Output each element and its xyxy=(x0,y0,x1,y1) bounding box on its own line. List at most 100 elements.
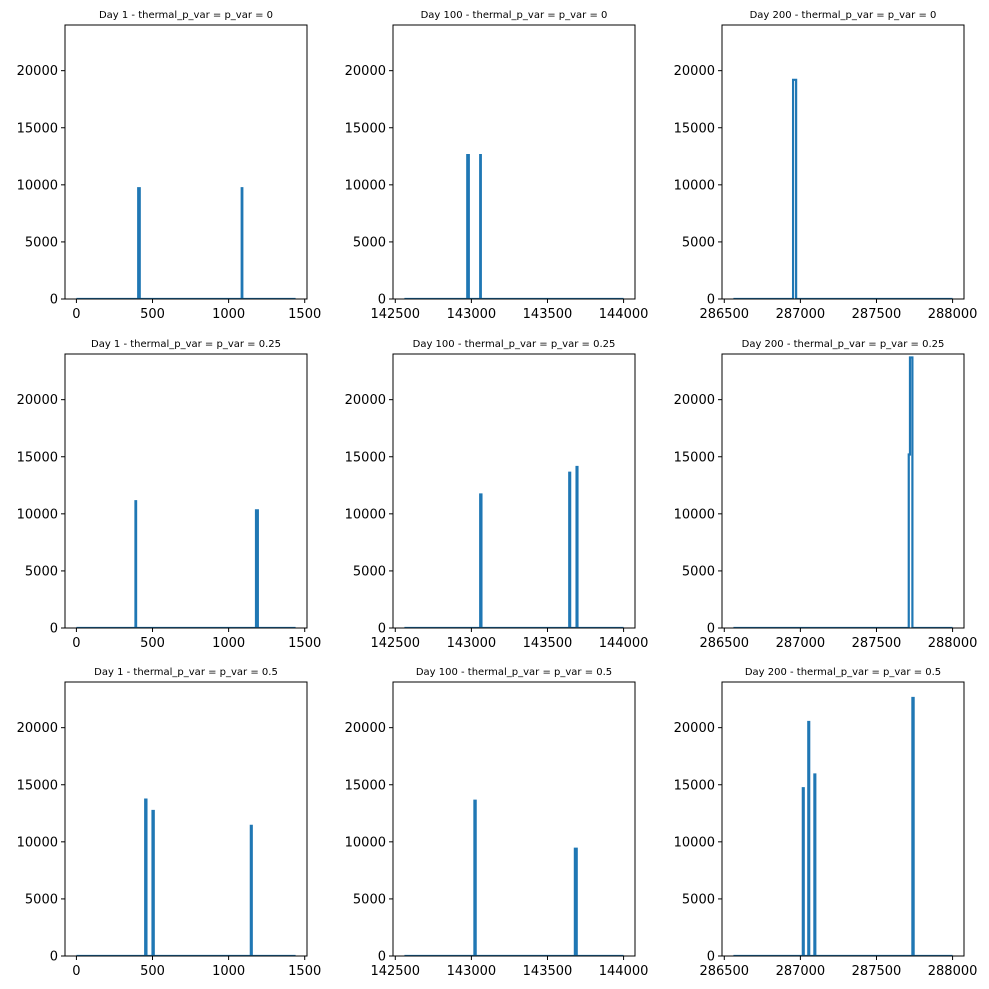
axes-frame xyxy=(392,353,636,629)
x-tick-label: 143000 xyxy=(447,964,497,979)
y-tick-label: 15000 xyxy=(674,121,715,136)
x-tick-label: 288000 xyxy=(928,964,978,979)
panel-title: Day 100 - thermal_p_var = p_var = 0 xyxy=(421,10,608,21)
y-tick-label: 20000 xyxy=(674,64,715,79)
subplot-3-2: Day 100 - thermal_p_var = p_var = 0.5 142… xyxy=(345,667,649,979)
y-tick-label: 20000 xyxy=(17,393,58,408)
y-tick-label: 15000 xyxy=(345,450,386,465)
panel-title: Day 100 - thermal_p_var = p_var = 0.25 xyxy=(413,339,616,350)
y-tick-label: 10000 xyxy=(674,178,715,193)
x-tick-label: 1000 xyxy=(212,636,245,651)
axes-frame xyxy=(721,24,965,300)
x-tick-label: 143500 xyxy=(523,307,573,322)
y-tick-label: 0 xyxy=(707,293,715,308)
y-tick-label: 15000 xyxy=(674,778,715,793)
x-tick-label: 286500 xyxy=(699,307,749,322)
x-tick-label: 286500 xyxy=(699,964,749,979)
x-tick-label: 287500 xyxy=(852,307,902,322)
y-tick-label: 20000 xyxy=(17,64,58,79)
y-tick-label: 5000 xyxy=(25,235,58,250)
x-tick-label: 1500 xyxy=(288,307,321,322)
y-tick-label: 0 xyxy=(50,622,58,637)
panel-title: Day 1 - thermal_p_var = p_var = 0.5 xyxy=(94,667,278,678)
subplot-1-3: Day 200 - thermal_p_var = p_var = 0 28650… xyxy=(674,10,978,322)
y-tick-label: 20000 xyxy=(674,721,715,736)
x-tick-label: 144000 xyxy=(599,964,649,979)
panel-title: Day 1 - thermal_p_var = p_var = 0 xyxy=(99,10,273,21)
panel-title: Day 1 - thermal_p_var = p_var = 0.25 xyxy=(91,339,281,350)
x-tick-label: 143000 xyxy=(447,636,497,651)
y-tick-label: 20000 xyxy=(345,721,386,736)
x-tick-label: 287000 xyxy=(776,636,826,651)
y-tick-label: 15000 xyxy=(345,778,386,793)
x-tick-label: 0 xyxy=(72,636,80,651)
y-tick-label: 0 xyxy=(378,950,386,965)
subplot-2-1: Day 1 - thermal_p_var = p_var = 0.25 0 500… xyxy=(17,339,322,651)
y-tick-label: 15000 xyxy=(17,121,58,136)
x-tick-label: 288000 xyxy=(928,636,978,651)
y-tick-label: 10000 xyxy=(345,507,386,522)
y-tick-label: 10000 xyxy=(345,835,386,850)
x-tick-label: 142500 xyxy=(370,964,420,979)
y-tick-label: 0 xyxy=(707,950,715,965)
subplot-1-2: Day 100 - thermal_p_var = p_var = 0 14250… xyxy=(345,10,649,322)
y-tick-label: 5000 xyxy=(682,235,715,250)
series-line xyxy=(76,187,296,299)
y-tick-label: 15000 xyxy=(17,778,58,793)
y-tick-label: 20000 xyxy=(674,393,715,408)
panel-title: Day 200 - thermal_p_var = p_var = 0.25 xyxy=(742,339,945,350)
series-line xyxy=(733,78,953,299)
series-line xyxy=(733,696,953,956)
series-line xyxy=(76,798,296,956)
panel-title: Day 200 - thermal_p_var = p_var = 0 xyxy=(750,10,937,21)
y-tick-label: 5000 xyxy=(25,892,58,907)
x-tick-label: 144000 xyxy=(599,307,649,322)
axes-frame xyxy=(721,353,965,629)
subplot-2-2: Day 100 - thermal_p_var = p_var = 0.25 14… xyxy=(345,339,649,651)
y-tick-label: 0 xyxy=(50,293,58,308)
y-tick-label: 15000 xyxy=(17,450,58,465)
x-tick-label: 1500 xyxy=(288,636,321,651)
axes-frame xyxy=(392,681,636,957)
series-line xyxy=(404,799,624,956)
axes-frame xyxy=(64,353,308,629)
x-tick-label: 143000 xyxy=(447,307,497,322)
y-tick-label: 0 xyxy=(378,622,386,637)
y-tick-label: 10000 xyxy=(674,507,715,522)
panel-title: Day 100 - thermal_p_var = p_var = 0.5 xyxy=(416,667,612,678)
x-tick-label: 287000 xyxy=(776,307,826,322)
y-tick-label: 20000 xyxy=(345,393,386,408)
y-tick-label: 0 xyxy=(50,950,58,965)
subplot-2-3: Day 200 - thermal_p_var = p_var = 0.25 28… xyxy=(674,339,978,651)
y-tick-label: 0 xyxy=(707,622,715,637)
axes-frame xyxy=(721,681,965,957)
y-tick-label: 5000 xyxy=(353,892,386,907)
x-tick-label: 143500 xyxy=(523,964,573,979)
y-tick-label: 5000 xyxy=(353,235,386,250)
x-tick-label: 1000 xyxy=(212,307,245,322)
x-tick-label: 288000 xyxy=(928,307,978,322)
y-tick-label: 15000 xyxy=(345,121,386,136)
y-tick-label: 10000 xyxy=(17,507,58,522)
axes-frame xyxy=(64,24,308,300)
subplot-1-1: Day 1 - thermal_p_var = p_var = 0 0 500 100… xyxy=(17,10,322,322)
x-tick-label: 500 xyxy=(140,964,165,979)
axes-frame xyxy=(64,681,308,957)
x-tick-label: 142500 xyxy=(370,636,420,651)
x-tick-label: 142500 xyxy=(370,307,420,322)
y-tick-label: 5000 xyxy=(353,564,386,579)
y-tick-label: 0 xyxy=(378,293,386,308)
y-tick-label: 5000 xyxy=(682,564,715,579)
x-tick-label: 0 xyxy=(72,964,80,979)
x-tick-label: 0 xyxy=(72,307,80,322)
y-tick-label: 20000 xyxy=(345,64,386,79)
y-tick-label: 10000 xyxy=(17,178,58,193)
series-line xyxy=(404,465,624,628)
series-line xyxy=(76,500,296,628)
subplot-3-1: Day 1 - thermal_p_var = p_var = 0.5 0 500 1… xyxy=(17,667,322,979)
series-line xyxy=(733,356,953,628)
series-line xyxy=(404,154,624,299)
y-tick-label: 5000 xyxy=(682,892,715,907)
y-tick-label: 20000 xyxy=(17,721,58,736)
